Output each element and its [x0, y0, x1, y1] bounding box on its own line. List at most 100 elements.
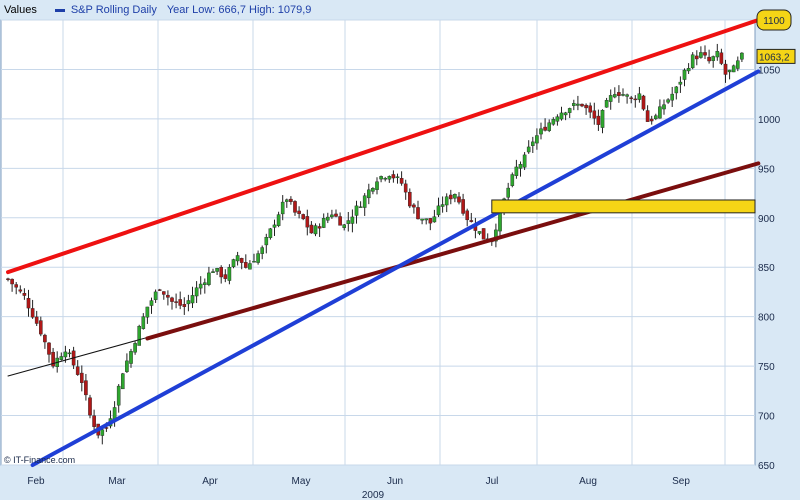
candle-up [362, 195, 367, 208]
candle-up [613, 94, 617, 98]
candle-up [248, 263, 252, 270]
candle-down [182, 304, 187, 307]
candle-up [563, 112, 568, 116]
candle-up [256, 253, 260, 263]
candle-down [309, 224, 314, 234]
candle-up [268, 228, 273, 238]
candle-down [22, 293, 27, 296]
candle-up [506, 187, 511, 198]
year-stats: Year Low: 666,7 High: 1079,9 [166, 4, 312, 16]
candle-up [63, 351, 68, 358]
candle-up [715, 51, 720, 58]
candle-up [740, 52, 744, 60]
candle-down [338, 216, 342, 226]
candle-up [313, 225, 318, 235]
candle-up [207, 272, 211, 285]
candle-down [391, 174, 396, 179]
candle-up [666, 99, 670, 103]
candle-up [276, 214, 281, 226]
candle-down [703, 52, 707, 56]
candle-up [522, 154, 527, 168]
candle-down [84, 380, 88, 396]
candle-up [231, 259, 236, 268]
candle-down [26, 297, 31, 309]
candle-up [346, 220, 351, 224]
candle-down [588, 105, 592, 113]
candle-up [477, 231, 482, 234]
candle-up [116, 385, 121, 406]
candle-down [51, 351, 55, 367]
candle-down [161, 291, 166, 295]
candle-down [305, 216, 310, 228]
candle-down [88, 397, 92, 416]
candle-up [690, 54, 695, 69]
candle-down [399, 178, 404, 184]
candle-down [293, 201, 297, 213]
candle-up [321, 218, 326, 228]
candle-up [354, 205, 359, 216]
thin-trend-line[interactable] [7, 336, 148, 377]
year-label: 2009 [362, 490, 385, 500]
candle-up [518, 164, 523, 169]
candle-up [227, 267, 232, 281]
candle-up [494, 229, 498, 242]
candle-down [465, 210, 470, 221]
candle-down [18, 289, 23, 292]
candle-down [719, 52, 724, 64]
x-tick-label: Jun [387, 476, 403, 487]
candle-up [551, 119, 556, 125]
candle-up [567, 108, 572, 113]
support-zone[interactable] [491, 199, 756, 214]
candle-up [420, 218, 424, 221]
candle-up [264, 237, 269, 246]
candle-up [272, 224, 277, 228]
candle-down [166, 294, 170, 298]
level-badge[interactable] [756, 9, 792, 31]
candle-up [539, 128, 543, 135]
candle-up [211, 271, 215, 273]
candle-up [625, 94, 629, 97]
candle-down [645, 110, 650, 122]
candle-down [243, 262, 248, 268]
candle-up [358, 206, 363, 208]
candle-down [416, 207, 420, 220]
x-tick-label: Mar [108, 476, 126, 487]
candle-up [330, 214, 334, 218]
candle-up [153, 291, 158, 300]
candle-down [592, 110, 597, 119]
resistance-line[interactable] [6, 18, 761, 275]
candle-up [731, 65, 736, 73]
trend-line[interactable] [145, 161, 761, 341]
candle-down [469, 220, 474, 222]
y-tick-label: 1000 [758, 115, 781, 126]
candle-up [59, 356, 64, 360]
candle-up [424, 218, 429, 221]
candle-up [285, 199, 289, 202]
candle-down [334, 213, 338, 217]
candle-up [202, 282, 207, 285]
plot-area [0, 19, 756, 466]
values-label: Values [4, 4, 37, 16]
candle-down [34, 316, 39, 324]
candle-up [699, 52, 703, 58]
candle-up [662, 104, 666, 110]
candle-up [600, 109, 605, 128]
chart-header: Values S&P Rolling Daily Year Low: 666,7… [0, 0, 800, 20]
candle-up [531, 141, 535, 146]
candle-up [186, 300, 191, 305]
support-line[interactable] [30, 69, 761, 467]
candle-down [649, 118, 654, 122]
candle-up [141, 316, 146, 329]
candle-up [215, 268, 219, 272]
y-tick-label: 750 [758, 362, 775, 373]
candle-up [444, 196, 449, 206]
candle-down [178, 299, 183, 306]
candle-down [92, 415, 96, 427]
level-badge-label: 1100 [763, 16, 785, 27]
y-tick-label: 1050 [758, 65, 781, 76]
candle-down [10, 278, 14, 285]
candle-down [170, 297, 174, 302]
candle-down [596, 115, 601, 125]
candle-up [555, 116, 560, 122]
